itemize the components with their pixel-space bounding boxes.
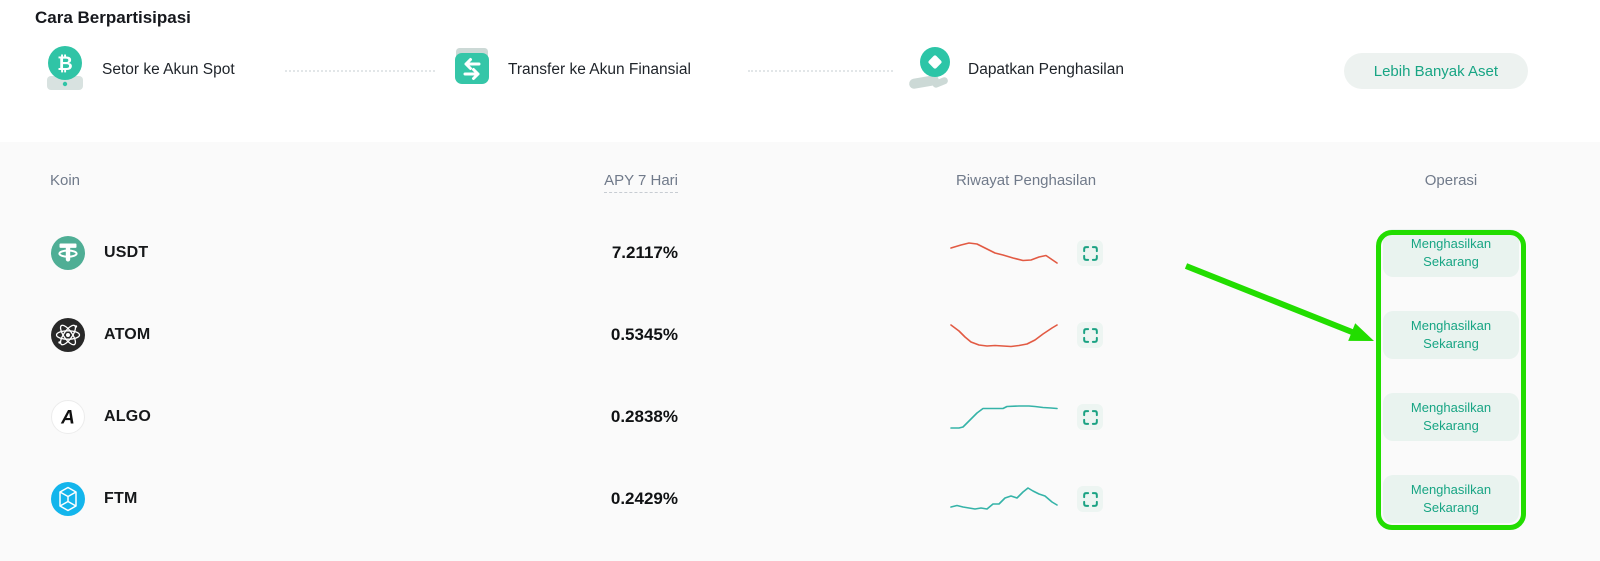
table-body: USDT 7.2117% Menghasilkan Sekarang ATOM … [0, 212, 1600, 540]
column-header-coin: Koin [50, 172, 81, 189]
table-header-row: Koin APY 7 Hari Riwayat Penghasilan Oper… [0, 142, 1600, 212]
table-row[interactable]: USDT 7.2117% Menghasilkan Sekarang [0, 212, 1600, 294]
apy-value: 0.5345% [610, 325, 678, 344]
coin-icon [50, 481, 86, 517]
participation-section: Cara Berpartisipasi ₿ Setor ke Akun Spot [0, 0, 1600, 142]
earnings-sparkline [949, 483, 1059, 515]
step-earn-income: Dapatkan Penghasilan [908, 44, 1124, 96]
apy-value: 7.2117% [611, 243, 678, 262]
earnings-sparkline [949, 401, 1059, 433]
coin-icon [50, 235, 86, 271]
earn-hand-icon [908, 44, 954, 97]
earn-now-button[interactable]: Menghasilkan Sekarang [1383, 393, 1519, 441]
step-deposit-spot: ₿ Setor ke Akun Spot [42, 44, 235, 96]
coin-symbol: ATOM [104, 326, 151, 343]
column-header-history: Riwayat Penghasilan [955, 172, 1097, 189]
column-header-operation: Operasi [1424, 172, 1478, 189]
expand-chart-button[interactable] [1077, 322, 1103, 348]
earn-now-button[interactable]: Menghasilkan Sekarang [1383, 475, 1519, 523]
step-connector [748, 70, 893, 72]
expand-chart-button[interactable] [1077, 486, 1103, 512]
earn-now-button[interactable]: Menghasilkan Sekarang [1383, 311, 1519, 359]
table-row[interactable]: ATOM 0.5345% Menghasilkan Sekarang [0, 294, 1600, 376]
more-assets-button[interactable]: Lebih Banyak Aset [1343, 53, 1528, 89]
coin-symbol: USDT [104, 244, 149, 261]
coin-symbol: ALGO [104, 408, 152, 425]
step-label: Transfer ke Akun Finansial [508, 61, 691, 78]
transfer-icon [450, 45, 494, 96]
svg-text:₿: ₿ [57, 53, 72, 75]
column-header-apy[interactable]: APY 7 Hari [604, 172, 678, 193]
expand-chart-button[interactable] [1077, 240, 1103, 266]
coin-icon [50, 317, 86, 353]
table-row[interactable]: A ALGO 0.2838% Menghasilkan Sekarang [0, 376, 1600, 458]
coin-icon: A [50, 399, 86, 435]
expand-chart-button[interactable] [1077, 404, 1103, 430]
section-title: Cara Berpartisipasi [35, 8, 191, 27]
apy-value: 0.2838% [610, 407, 678, 426]
step-label: Dapatkan Penghasilan [968, 61, 1124, 78]
earn-products-table: Koin APY 7 Hari Riwayat Penghasilan Oper… [0, 142, 1600, 561]
apy-value: 0.2429% [610, 489, 678, 508]
earnings-sparkline [949, 319, 1059, 351]
bitcoin-deposit-icon: ₿ [42, 43, 88, 98]
table-row[interactable]: FTM 0.2429% Menghasilkan Sekarang [0, 458, 1600, 540]
earnings-sparkline [949, 237, 1059, 269]
step-transfer-financial: Transfer ke Akun Finansial [450, 44, 691, 96]
earn-now-button[interactable]: Menghasilkan Sekarang [1383, 229, 1519, 277]
step-label: Setor ke Akun Spot [102, 61, 235, 78]
step-connector [285, 70, 435, 72]
svg-text:A: A [60, 408, 75, 429]
coin-symbol: FTM [104, 490, 138, 507]
